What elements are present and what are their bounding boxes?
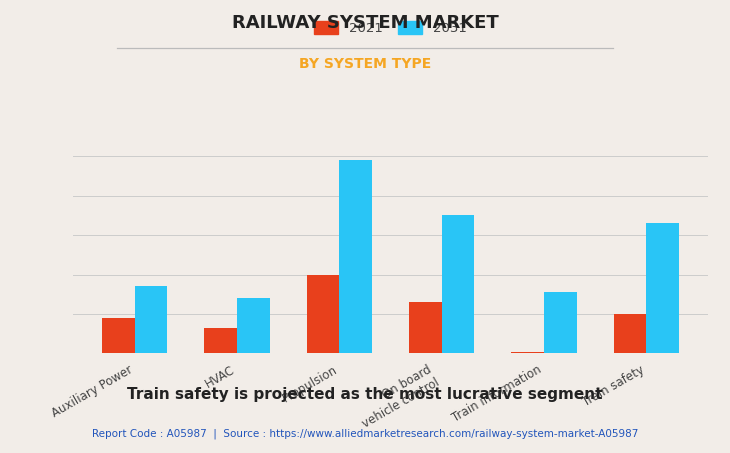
Text: Report Code : A05987  |  Source : https://www.alliedmarketresearch.com/railway-s: Report Code : A05987 | Source : https://… — [92, 428, 638, 439]
Bar — [339, 160, 372, 353]
Bar — [647, 223, 679, 353]
Bar — [511, 352, 544, 353]
Bar — [442, 216, 474, 353]
Bar — [544, 292, 577, 353]
Text: RAILWAY SYSTEM MARKET: RAILWAY SYSTEM MARKET — [231, 14, 499, 32]
Bar — [614, 314, 647, 353]
Text: BY SYSTEM TYPE: BY SYSTEM TYPE — [299, 57, 431, 71]
Bar — [134, 286, 167, 353]
Bar — [204, 328, 237, 353]
Bar — [237, 298, 270, 353]
Bar — [102, 318, 134, 353]
Bar — [307, 275, 339, 353]
Text: Train safety is projected as the most lucrative segment: Train safety is projected as the most lu… — [127, 387, 603, 402]
Bar — [409, 302, 442, 353]
Legend: 2021, 2031: 2021, 2031 — [310, 16, 472, 40]
